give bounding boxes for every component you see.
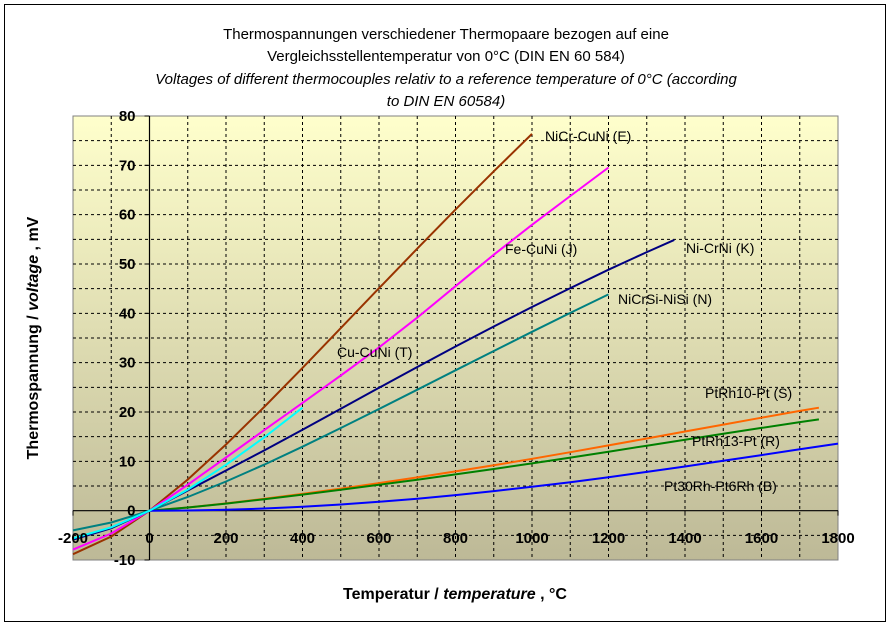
x-tick-label: 0 bbox=[145, 530, 153, 547]
x-tick-label: -200 bbox=[58, 530, 88, 547]
x-axis-label: Temperatur / temperature , °C bbox=[343, 586, 567, 603]
x-tick-label: 800 bbox=[443, 530, 468, 547]
series-label: PtRh10-Pt (S) bbox=[705, 385, 792, 401]
x-tick-label: 1400 bbox=[668, 530, 701, 547]
series-labels: NiCr-CuNi (E) Fe-CuNi (J) Ni-CrNi (K) NiCrS… bbox=[337, 128, 792, 494]
x-tick-label: 200 bbox=[213, 530, 238, 547]
y-axis-label: Thermospannung / voltage , mV bbox=[25, 216, 42, 459]
x-axis-label-main: Temperatur / bbox=[343, 586, 443, 603]
y-axis-label-unit: , mV bbox=[25, 216, 42, 255]
series-line bbox=[72, 406, 304, 540]
series-label: Ni-CrNi (K) bbox=[686, 240, 754, 256]
y-axis-label-italic: voltage bbox=[25, 255, 42, 311]
x-axis-label-italic: temperature bbox=[443, 586, 536, 603]
y-tick-label: 80 bbox=[119, 108, 136, 125]
x-tick-label: 1200 bbox=[592, 530, 625, 547]
y-tick-label: 60 bbox=[119, 207, 136, 224]
x-tick-label: 600 bbox=[366, 530, 391, 547]
x-tick-label: 1600 bbox=[745, 530, 778, 547]
x-tick-label: 1000 bbox=[515, 530, 548, 547]
y-tick-label: 50 bbox=[119, 256, 136, 273]
chart-subtitle-line-1: Voltages of different thermocouples rela… bbox=[155, 71, 737, 88]
y-tick-label: -10 bbox=[114, 552, 136, 569]
series-label: Pt30Rh-Pt6Rh (B) bbox=[664, 478, 777, 494]
x-tick-label: 400 bbox=[290, 530, 315, 547]
series-label: PtRh13-Pt (R) bbox=[692, 433, 780, 449]
tick-labels: -200 0 200 400 600 800 1000 1200 1400 1600 1800-10… bbox=[58, 108, 855, 569]
series-line bbox=[149, 442, 839, 512]
series-line bbox=[72, 166, 610, 551]
series-label: Cu-CuNi (T) bbox=[337, 344, 412, 360]
series-label: NiCrSi-NiSi (N) bbox=[618, 291, 712, 307]
x-tick-label: 1800 bbox=[821, 530, 854, 547]
y-tick-label: 30 bbox=[119, 355, 136, 372]
x-axis-label-unit: , °C bbox=[536, 586, 568, 603]
series-label: Fe-CuNi (J) bbox=[505, 241, 577, 257]
y-tick-label: 40 bbox=[119, 305, 136, 322]
y-tick-label: 10 bbox=[119, 453, 136, 470]
series-group bbox=[72, 133, 839, 556]
y-axis-label-main: Thermospannung / bbox=[25, 311, 42, 459]
series-line bbox=[149, 418, 820, 512]
y-tick-label: 0 bbox=[127, 503, 135, 520]
chart-subtitle-line-2: to DIN EN 60584) bbox=[387, 93, 505, 110]
grid bbox=[73, 116, 838, 560]
chart-title-line-1: Thermospannungen verschiedener Thermopaa… bbox=[223, 26, 669, 43]
series-line bbox=[72, 293, 609, 532]
series-label: NiCr-CuNi (E) bbox=[545, 128, 631, 144]
chart-title-line-2: Vergleichsstellentemperatur von 0°C (DIN… bbox=[267, 48, 625, 65]
y-tick-label: 20 bbox=[119, 404, 136, 421]
y-tick-label: 70 bbox=[119, 157, 136, 174]
